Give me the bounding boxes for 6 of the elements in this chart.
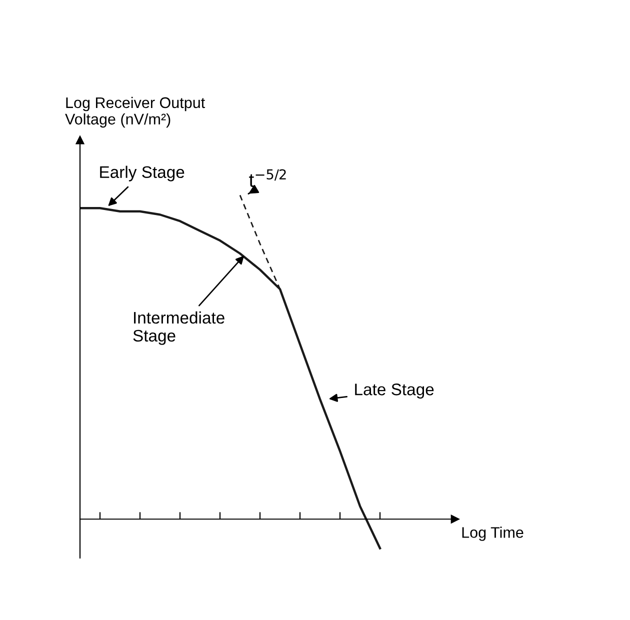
- annotation: Late Stage: [355, 384, 434, 399]
- x-axis-title: Log Time: [462, 526, 524, 541]
- text: Early Stage: [100, 166, 184, 182]
- annotation: Intermediate Stage: [133, 311, 224, 345]
- text: t$^{−5/2}$: [249, 169, 286, 187]
- y-axis-title: Log Receiver Output Voltage (nV/m²): [65, 96, 206, 128]
